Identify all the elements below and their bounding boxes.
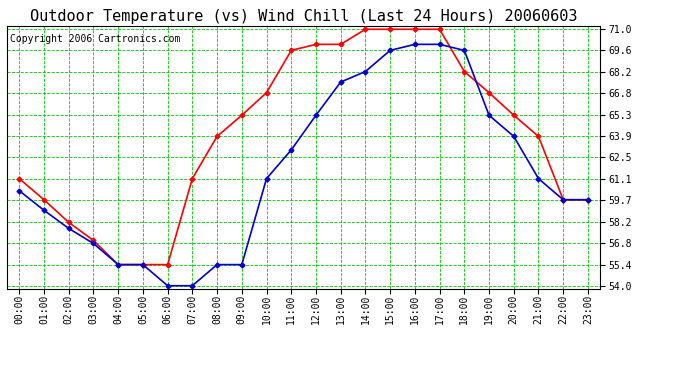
Text: Copyright 2006 Cartronics.com: Copyright 2006 Cartronics.com xyxy=(10,34,180,44)
Title: Outdoor Temperature (vs) Wind Chill (Last 24 Hours) 20060603: Outdoor Temperature (vs) Wind Chill (Las… xyxy=(30,9,578,24)
